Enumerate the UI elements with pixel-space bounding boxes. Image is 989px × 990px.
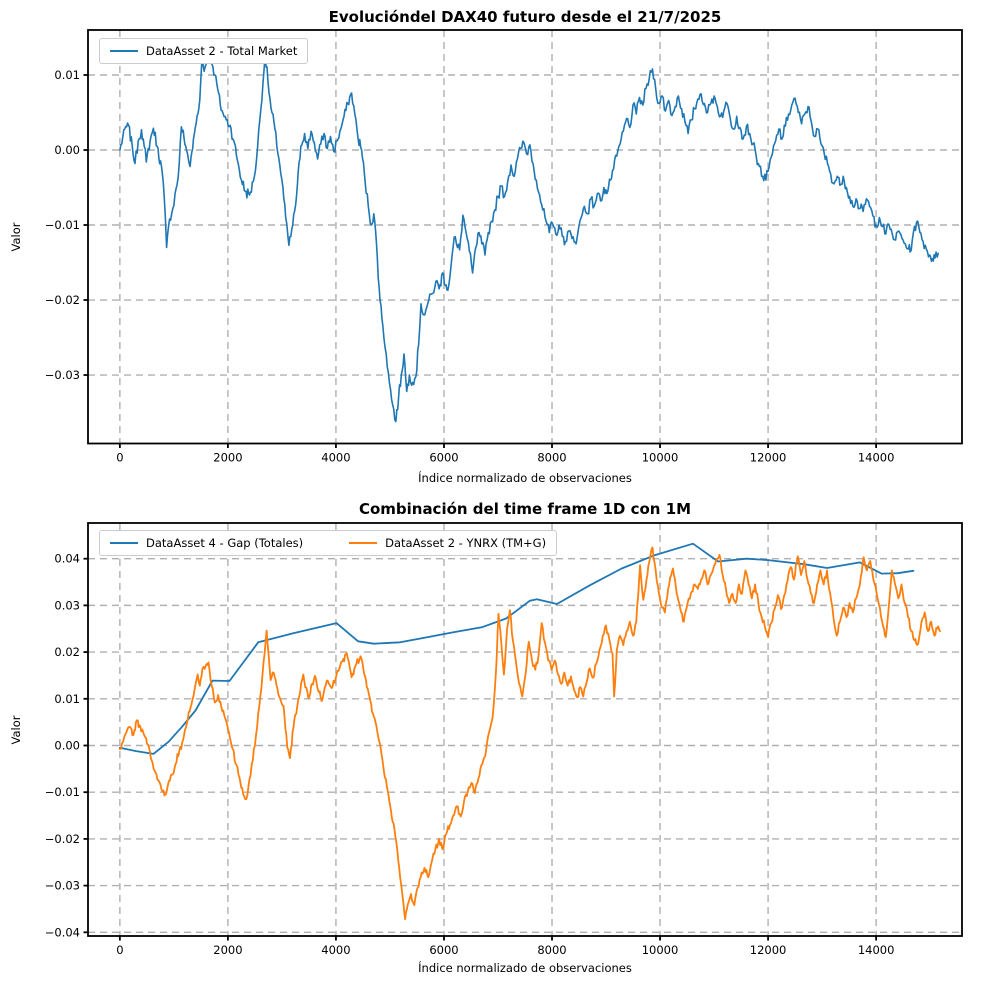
y-tick-label: −0.04 bbox=[45, 925, 80, 939]
top-chart-legend: DataAsset 2 - Total Market bbox=[99, 38, 309, 64]
x-tick-label: 14000 bbox=[858, 943, 895, 957]
grid-lines bbox=[88, 523, 962, 936]
axes-spines bbox=[87, 29, 963, 445]
y-tick-label: 0.04 bbox=[54, 552, 80, 566]
top-chart-title: Evolucióndel DAX40 futuro desde el 21/7/… bbox=[328, 8, 722, 26]
x-tick-label: 2000 bbox=[213, 943, 242, 957]
legend-label-gap-totales: DataAsset 4 - Gap (Totales) bbox=[146, 536, 304, 550]
grid-lines bbox=[88, 30, 962, 444]
y-tick-label: 0.03 bbox=[54, 598, 80, 612]
tick-labels: 0 2000 4000 6000 8000 10000 12000 14000 0.01 0.00… bbox=[45, 68, 895, 464]
x-tick-label: 4000 bbox=[321, 943, 350, 957]
x-tick-label: 0 bbox=[116, 943, 123, 957]
y-tick-label: 0.00 bbox=[54, 738, 80, 752]
y-tick-label: −0.03 bbox=[45, 368, 80, 382]
series-line-total-market bbox=[119, 50, 940, 423]
bottom-chart-title: Combinación del time frame 1D con 1M bbox=[358, 500, 692, 518]
legend-entry-total-market: DataAsset 2 - Total Market bbox=[110, 44, 297, 58]
x-tick-label: 8000 bbox=[537, 943, 566, 957]
bottom-chart-legend: DataAsset 4 - Gap (Totales) DataAsset 2 … bbox=[99, 530, 558, 556]
legend-line-sample-icon bbox=[110, 50, 138, 52]
x-tick-label: 12000 bbox=[750, 943, 787, 957]
legend-label-total-market: DataAsset 2 - Total Market bbox=[146, 44, 298, 58]
x-tick-label: 8000 bbox=[537, 451, 566, 465]
y-tick-label: −0.02 bbox=[45, 832, 80, 846]
legend-entry-gap-totales: DataAsset 4 - Gap (Totales) bbox=[110, 536, 303, 550]
y-tick-label: 0.02 bbox=[54, 645, 80, 659]
top-chart-xlabel: Índice normalizado de observaciones bbox=[418, 471, 632, 485]
x-tick-label: 6000 bbox=[429, 943, 458, 957]
x-tick-label: 4000 bbox=[321, 451, 350, 465]
axes-spines bbox=[87, 522, 963, 937]
x-tick-label: 10000 bbox=[642, 451, 679, 465]
tick-labels: 0 2000 4000 6000 8000 10000 12000 14000 0.04 0.03… bbox=[45, 552, 895, 957]
x-tick-label: 2000 bbox=[213, 451, 242, 465]
legend-line-sample-icon bbox=[110, 542, 138, 544]
y-tick-label: 0.00 bbox=[54, 143, 80, 157]
x-tick-label: 14000 bbox=[858, 451, 895, 465]
x-tick-label: 12000 bbox=[750, 451, 787, 465]
bottom-chart-ylabel: Valor bbox=[9, 715, 23, 745]
y-tick-label: 0.01 bbox=[54, 692, 80, 706]
y-tick-label: 0.01 bbox=[54, 68, 80, 82]
x-tick-label: 10000 bbox=[642, 943, 679, 957]
legend-entry-ynrx: DataAsset 2 - YNRX (TM+G) bbox=[349, 536, 546, 550]
top-chart-ylabel: Valor bbox=[9, 222, 23, 252]
legend-line-sample-icon bbox=[349, 542, 378, 544]
series-line-gap-totales bbox=[119, 542, 915, 755]
legend-label-ynrx: DataAsset 2 - YNRX (TM+G) bbox=[385, 536, 547, 550]
y-tick-label: −0.03 bbox=[45, 879, 80, 893]
series-line-ynrx-tm-g bbox=[119, 546, 941, 921]
x-tick-label: 6000 bbox=[429, 451, 458, 465]
axes-frame bbox=[83, 29, 963, 448]
y-tick-label: −0.02 bbox=[45, 293, 80, 307]
y-tick-label: −0.01 bbox=[45, 785, 80, 799]
axes-frame bbox=[83, 522, 963, 941]
bottom-chart-xlabel: Índice normalizado de observaciones bbox=[418, 961, 632, 975]
y-tick-label: −0.01 bbox=[45, 218, 80, 232]
x-tick-label: 0 bbox=[116, 451, 123, 465]
